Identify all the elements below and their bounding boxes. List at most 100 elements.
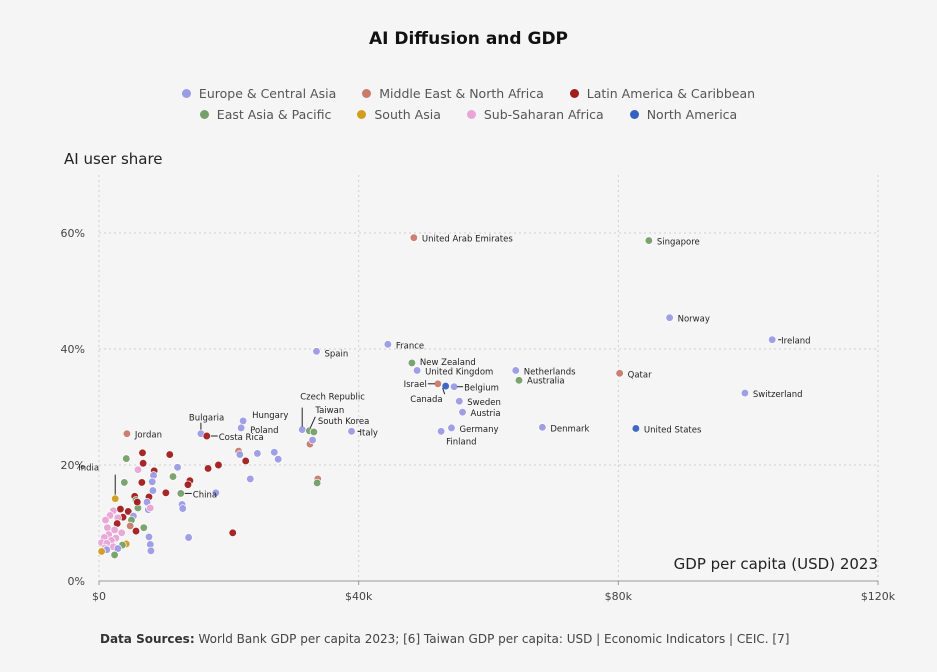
point-label-spain: Spain [324, 349, 348, 359]
point-label-taiwan: Taiwan [314, 406, 344, 416]
data-point [146, 546, 156, 555]
legend-row-1: Europe & Central Asia Middle East & North… [0, 86, 937, 101]
data-point-canada [441, 381, 450, 391]
y-tick-label: 0% [68, 575, 85, 588]
data-point [246, 474, 255, 484]
point-label-china: China [193, 490, 217, 500]
point-label-bulgaria: Bulgaria [189, 414, 224, 424]
data-point [120, 478, 129, 487]
data-point [183, 480, 193, 489]
data-point [116, 504, 125, 514]
data-point [203, 464, 213, 473]
data-point [101, 515, 110, 525]
legend-swatch [466, 110, 476, 119]
point-label-hungary: Hungary [252, 411, 288, 421]
point-label-jordan: Jordan [134, 431, 162, 441]
point-label-ireland: Ireland [781, 337, 810, 347]
data-point [126, 521, 135, 531]
data-point-denmark [538, 423, 547, 432]
legend-swatch [362, 89, 372, 98]
data-point-united-arab-emirates [409, 233, 418, 242]
point-label-poland: Poland [250, 426, 278, 436]
data-point-india [111, 494, 120, 503]
leader-line [442, 387, 446, 395]
legend-row-2: East Asia & Pacific South Asia Sub-Saharan… [0, 107, 937, 122]
data-point-netherlands [511, 366, 520, 375]
data-point-germany [447, 423, 456, 433]
data-point [97, 547, 106, 556]
data-point-costa-rica [202, 431, 211, 441]
legend-item-sub-saharan-africa[interactable]: Sub-Saharan Africa [466, 107, 604, 122]
data-point-new-zealand [407, 358, 417, 368]
point-label-australia: Australia [527, 376, 565, 386]
data-point [270, 448, 279, 457]
legend-item-middle-east-and-north-africa[interactable]: Middle East & North Africa [362, 86, 544, 101]
data-point-france [383, 340, 393, 349]
legend-item-south-asia[interactable]: South Asia [357, 107, 441, 122]
legend-swatch [199, 110, 209, 119]
data-point [131, 526, 141, 536]
legend-item-east-asia-and-pacific[interactable]: East Asia & Pacific [199, 107, 332, 122]
data-point [117, 528, 126, 538]
point-label-new-zealand: New Zealand [420, 358, 476, 368]
point-label-netherlands: Netherlands [524, 367, 576, 377]
point-label-costa-rica: Costa Rica [219, 433, 264, 443]
data-point [138, 448, 147, 457]
point-label-south-korea: South Korea [318, 417, 370, 427]
data-point-norway [665, 313, 674, 322]
data-point [146, 503, 155, 513]
data-point [133, 497, 142, 507]
data-point [308, 435, 317, 445]
data-point [214, 460, 223, 470]
data-point-ireland [768, 335, 777, 344]
point-label-denmark: Denmark [550, 424, 589, 434]
data-point-finland [436, 427, 446, 436]
point-label-united-arab-emirates: United Arab Emirates [422, 235, 514, 245]
leader-line [309, 416, 316, 428]
point-label-italy: Italy [360, 428, 378, 438]
legend-item-europe-and-central-asia[interactable]: Europe & Central Asia [181, 86, 337, 101]
legend-label: Sub-Saharan Africa [483, 107, 604, 122]
point-label-germany: Germany [459, 425, 498, 435]
data-point [124, 507, 133, 516]
data-point-israel [433, 379, 443, 388]
data-point [148, 486, 158, 495]
data-point [184, 533, 193, 542]
data-point-australia [514, 376, 524, 385]
data-point-hungary [238, 416, 248, 426]
data-point-qatar [615, 369, 624, 378]
data-point [139, 523, 148, 532]
legend-label: East Asia & Pacific [216, 107, 332, 122]
x-tick-label: $80k [605, 590, 633, 603]
data-point [312, 478, 322, 488]
legend-swatch [569, 89, 579, 98]
y-tick-label: 40% [61, 343, 85, 356]
data-point [178, 504, 187, 513]
legend-label: North America [646, 107, 738, 122]
legend-swatch [629, 110, 639, 119]
legend-label: Latin America & Caribbean [586, 86, 756, 101]
data-point [274, 455, 283, 464]
data-point [165, 450, 174, 459]
legend-label: Europe & Central Asia [198, 86, 337, 101]
legend-item-latin-america-and-caribbean[interactable]: Latin America & Caribbean [569, 86, 756, 101]
data-point [161, 488, 171, 497]
data-point [122, 454, 131, 463]
y-tick-label: 20% [61, 459, 85, 472]
legend-item-north-america[interactable]: North America [629, 107, 738, 122]
data-point [137, 478, 146, 487]
legend-label: Middle East & North Africa [379, 86, 544, 101]
footer-text: World Bank GDP per capita 2023; [6] Taiw… [198, 632, 790, 646]
data-point [110, 550, 119, 560]
data-point-united-states [631, 424, 641, 433]
data-point [103, 523, 112, 532]
data-point [211, 488, 221, 497]
point-label-india: India [78, 464, 99, 474]
point-label-austria: Austria [471, 409, 501, 419]
data-point-spain [312, 347, 321, 356]
data-point [133, 465, 143, 474]
point-label-united-kingdom: United Kingdom [425, 367, 493, 377]
scatter-plot: 0% 20% 40% 60% $0 $40k $80k $120k AI user share G… [61, 150, 896, 603]
point-label-united-states: United States [644, 425, 702, 435]
data-point-belgium [449, 382, 459, 391]
